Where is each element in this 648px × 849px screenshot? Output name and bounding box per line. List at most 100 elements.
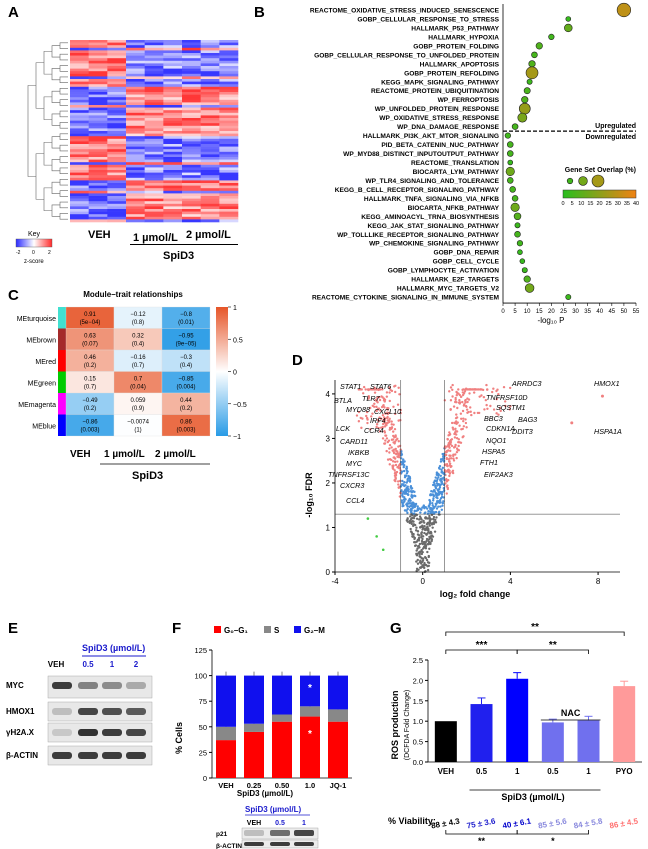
heatmap-cell xyxy=(107,66,127,69)
heatmap-cell xyxy=(163,206,183,210)
volcano-point xyxy=(394,463,398,467)
heatmap-cell xyxy=(88,92,108,95)
heatmap-cell xyxy=(70,53,89,56)
volcano-point xyxy=(395,470,399,474)
heatmap-cell xyxy=(126,175,145,179)
heatmap-cell xyxy=(144,60,164,64)
heatmap-cell xyxy=(182,55,201,59)
lane-label: 2 xyxy=(134,660,139,669)
heatmap-cell xyxy=(200,92,220,95)
heatmap-cell xyxy=(219,63,239,67)
heatmap-cell xyxy=(163,110,183,114)
volcano-point xyxy=(464,418,467,421)
heatmap-cell xyxy=(200,159,220,163)
pathway-point xyxy=(517,249,523,255)
heatmap-cell xyxy=(200,201,220,205)
heatmap-cell xyxy=(219,115,239,119)
heatmap-cell xyxy=(88,120,108,124)
y-tick-label: 4 xyxy=(326,390,331,399)
x-tick-label: 1 xyxy=(586,767,591,776)
heatmap-cell xyxy=(88,86,108,90)
heatmap-cell xyxy=(70,219,89,223)
volcano-point xyxy=(393,427,397,431)
volcano-point xyxy=(401,479,404,483)
heatmap-cell xyxy=(144,105,164,108)
volcano-point xyxy=(388,399,391,403)
legend-tick: 35 xyxy=(624,201,630,207)
blot-row-label: HMOX1 xyxy=(6,707,35,716)
volcano-point xyxy=(414,494,417,498)
heatmap-cell xyxy=(70,110,89,114)
heatmap-cell xyxy=(182,141,201,145)
heatmap-cell xyxy=(107,123,127,127)
heatmap-cell xyxy=(182,151,201,155)
heatmap-cell xyxy=(200,216,220,220)
volcano-point xyxy=(463,403,466,406)
blot-band xyxy=(78,752,98,759)
volcano-point xyxy=(431,501,434,505)
cell-value: 0.91 xyxy=(84,312,96,318)
heatmap-cell xyxy=(126,146,145,150)
panel-f-blot: VEH 0.5 1 p21 β-ACTIN xyxy=(216,820,319,849)
colorbar-tick-label: 1 xyxy=(233,305,237,312)
volcano-point xyxy=(465,426,468,429)
volcano-point xyxy=(455,390,458,394)
volcano-point xyxy=(402,465,405,469)
volcano-point xyxy=(401,461,405,464)
panel-b-axis: 0 5 10 15 20 25 30 35 40 45 50 55 xyxy=(501,4,640,315)
heatmap-cell xyxy=(107,190,127,194)
heatmap-cell xyxy=(182,193,201,197)
gene-label: HSPA5 xyxy=(482,447,506,456)
heatmap-cell xyxy=(163,73,183,77)
heatmap-cell xyxy=(200,66,220,69)
heatmap-cell xyxy=(107,118,127,121)
heatmap-cell xyxy=(144,99,164,103)
volcano-point xyxy=(423,545,426,548)
heatmap-cell xyxy=(182,214,201,218)
gene-label: TNFRSF13C xyxy=(328,470,370,479)
volcano-point xyxy=(397,440,400,443)
volcano-point xyxy=(468,392,471,395)
volcano-point xyxy=(455,450,459,454)
volcano-point xyxy=(409,517,413,521)
pathway-point xyxy=(521,96,529,104)
heatmap-cell xyxy=(126,198,145,202)
volcano-point xyxy=(413,537,416,541)
volcano-point xyxy=(451,383,454,387)
heatmap-cell xyxy=(182,99,201,103)
heatmap-cell xyxy=(200,196,220,199)
panel-g-viability: 88 ± 4.3 75 ± 3.6 40 ± 6.1 85 ± 5.6 84 ± 5.8… xyxy=(430,817,639,831)
volcano-point xyxy=(398,466,401,470)
heatmap-cell xyxy=(182,159,201,163)
heatmap-cell xyxy=(163,144,183,147)
heatmap-cell xyxy=(126,154,145,158)
heatmap-cell xyxy=(144,206,164,210)
volcano-point xyxy=(383,425,387,428)
volcano-point xyxy=(455,413,458,416)
cell-value: −0.95 xyxy=(178,334,194,340)
volcano-point xyxy=(497,413,500,416)
heatmap-cell xyxy=(107,201,127,205)
volcano-point xyxy=(408,479,412,482)
cell-value: −0.16 xyxy=(130,355,146,361)
volcano-point xyxy=(428,514,431,518)
pathway-label: WP_DNA_DAMAGE_RESPONSE xyxy=(397,124,499,131)
heatmap-cell xyxy=(126,40,145,43)
volcano-point xyxy=(378,395,381,399)
pathway-label: REACTOME_TRANSLATION xyxy=(411,160,499,167)
heatmap-cell xyxy=(144,170,164,173)
dendrogram-branch xyxy=(51,181,60,194)
volcano-point xyxy=(440,508,444,511)
gene-label: SQSTM1 xyxy=(496,403,526,412)
x-tick-label: 20 xyxy=(548,309,555,315)
blot-band xyxy=(102,729,122,736)
heatmap-cell xyxy=(182,203,201,207)
heatmap-cell xyxy=(219,219,239,223)
volcano-point xyxy=(373,402,376,405)
volcano-point xyxy=(398,495,402,498)
volcano-point xyxy=(361,417,364,420)
colorbar-tick-label: −1 xyxy=(233,434,241,441)
heatmap-cell xyxy=(163,185,183,189)
volcano-point xyxy=(376,418,380,422)
heatmap-cell xyxy=(182,89,201,93)
